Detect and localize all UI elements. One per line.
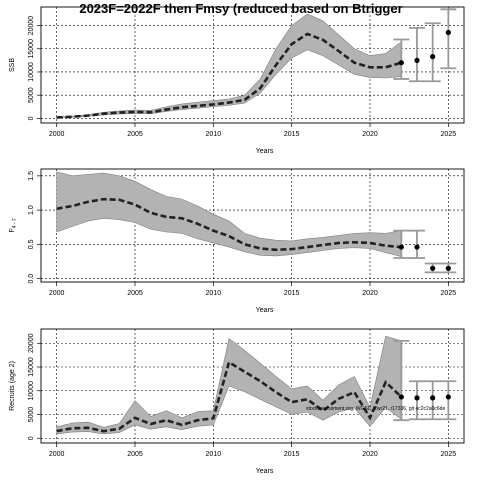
- x-tick-label: 2020: [362, 290, 378, 297]
- forecast-point: [414, 395, 420, 401]
- x-tick-label: 2015: [284, 290, 300, 297]
- x-axis-label: Years: [256, 148, 274, 155]
- y-tick-label: 5000: [28, 407, 35, 423]
- forecast-point: [398, 394, 404, 400]
- y-tick-label: 1.5: [28, 171, 35, 181]
- forecast-point: [398, 244, 404, 250]
- y-tick-label: 1.0: [28, 205, 35, 215]
- figure-title: 2023F=2022F then Fmsy (reduced based on …: [79, 1, 402, 16]
- forecast-point: [414, 57, 420, 63]
- forecast-point: [445, 265, 451, 271]
- x-tick-label: 2015: [284, 451, 300, 458]
- forecast-point: [445, 29, 451, 36]
- plot-frame: [40, 328, 465, 444]
- y-tick-label: 0: [28, 116, 35, 120]
- panel-3: 2000 2005 2010 2015 2020 2025 0 5000 10000 15000 2…: [9, 328, 465, 475]
- y-tick-label: 15000: [28, 39, 35, 59]
- y-tick-label: 0: [28, 436, 35, 440]
- forecast-point: [398, 60, 404, 66]
- estimate-line: [56, 360, 403, 433]
- x-tick-label: 2020: [362, 451, 378, 458]
- forecast-point: [430, 395, 436, 401]
- forecast-point: [445, 394, 451, 400]
- plot-frame: [40, 6, 465, 124]
- x-tick-label: 2010: [206, 451, 222, 458]
- panel-2: 2000 2005 2010 2015 2020 2025 0.0 0.5 1.0 1.5 Year…: [9, 168, 465, 314]
- y-tick-label: 20000: [28, 16, 35, 36]
- forecast-point: [430, 54, 436, 60]
- x-tick-label: 2025: [441, 131, 457, 138]
- y-axis-label: SSB: [9, 58, 16, 72]
- y-tick-label: 10000: [28, 62, 35, 82]
- x-tick-label: 2000: [49, 131, 65, 138]
- y-tick-label: 0.0: [28, 274, 35, 284]
- x-tick-label: 2025: [441, 290, 457, 297]
- forecast-point: [430, 265, 436, 271]
- x-tick-label: 2015: [284, 131, 300, 138]
- confidence-band: [56, 171, 402, 258]
- panel-1: 2000 2005 2010 2015 2020 2025 0 5000 10000 15000 2…: [9, 6, 465, 155]
- confidence-band: [56, 335, 402, 435]
- estimate-line: [56, 32, 402, 119]
- x-tick-label: 2000: [49, 451, 65, 458]
- x-tick-label: 2005: [127, 290, 143, 297]
- y-axis-label: Recruits (age 2): [9, 361, 16, 411]
- plot-frame: [40, 168, 465, 283]
- x-tick-label: 2005: [127, 131, 143, 138]
- y-tick-label: 5000: [28, 87, 35, 103]
- y-axis-label: F4 - 7: [9, 218, 18, 233]
- y-tick-label: 10000: [28, 381, 35, 401]
- y-tick-label: 0.5: [28, 239, 35, 249]
- x-tick-label: 2020: [362, 131, 378, 138]
- x-tick-label: 2010: [206, 131, 222, 138]
- forecast-point: [414, 244, 420, 250]
- estimate-line: [56, 197, 402, 252]
- y-tick-label: 15000: [28, 357, 35, 377]
- x-tick-label: 2010: [206, 290, 222, 297]
- x-tick-label: 2000: [49, 290, 65, 297]
- x-axis-label: Years: [256, 468, 274, 475]
- x-axis-label: Years: [256, 307, 274, 314]
- source-annotation: stockassessment.org, WGSC_2wr21, r17336,…: [306, 406, 445, 412]
- x-tick-label: 2005: [127, 451, 143, 458]
- y-tick-label: 20000: [28, 333, 35, 353]
- x-tick-label: 2025: [441, 451, 457, 458]
